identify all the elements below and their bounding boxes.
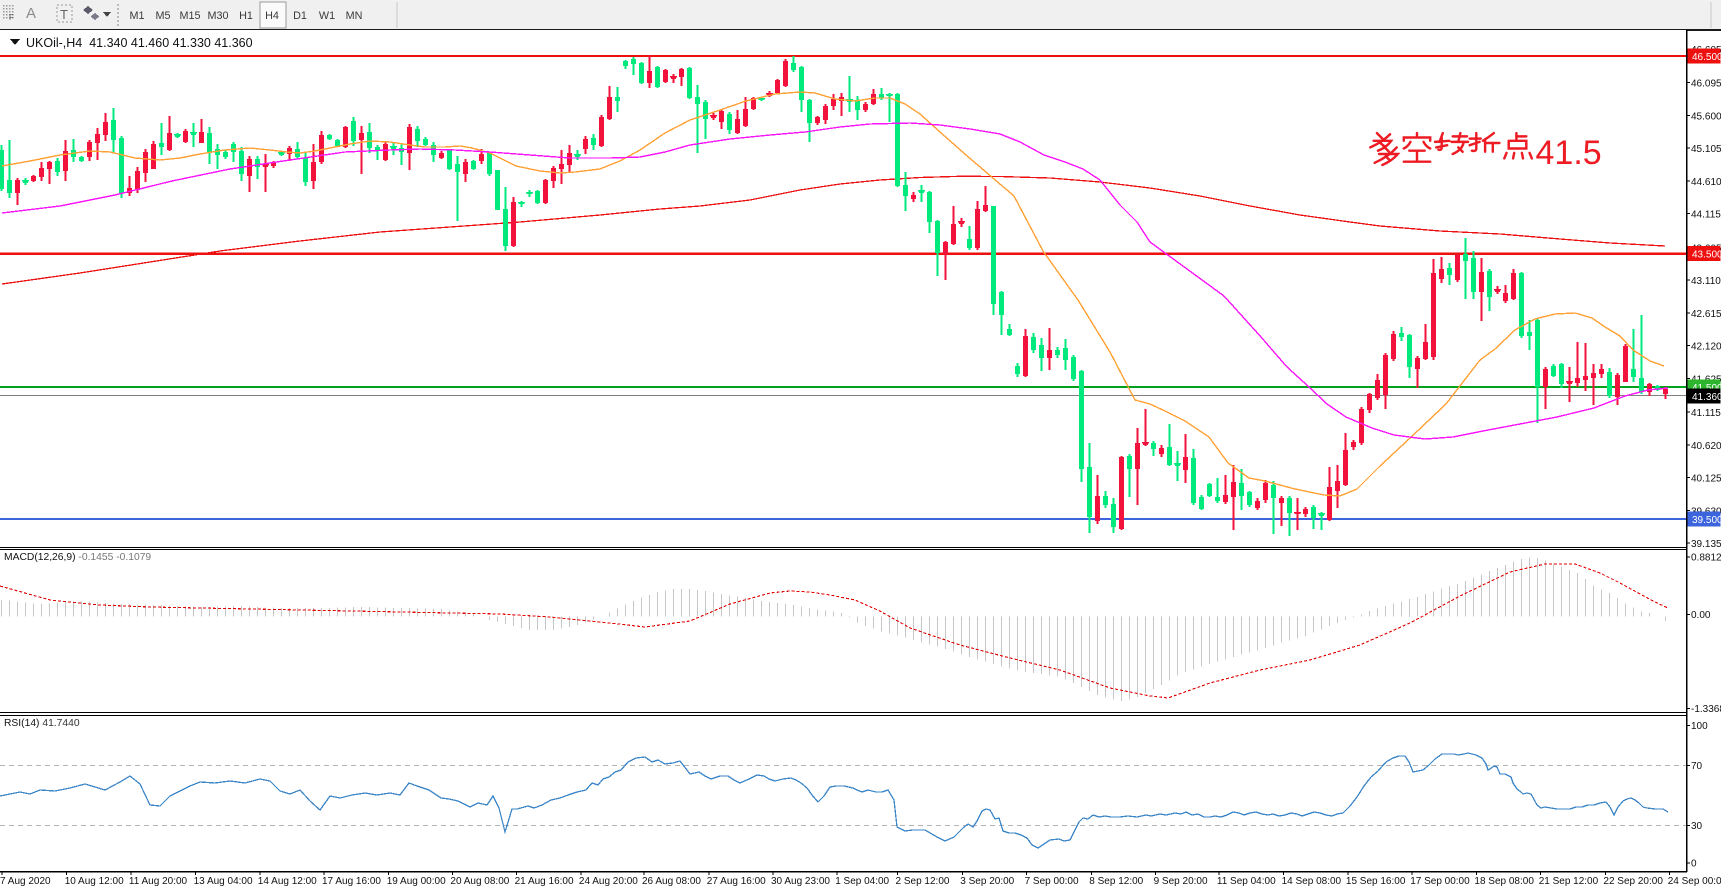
svg-text:45.105: 45.105 [1691,144,1721,155]
svg-text:24 Aug 20:00: 24 Aug 20:00 [579,876,638,887]
svg-text:100: 100 [1691,721,1708,732]
svg-text:A: A [26,5,36,22]
svg-text:11 Sep 04:00: 11 Sep 04:00 [1217,876,1276,887]
svg-text:41.5: 41.5 [1536,134,1602,172]
svg-text:15 Sep 16:00: 15 Sep 16:00 [1346,876,1406,887]
svg-text:30: 30 [1691,821,1703,832]
svg-text:41.115: 41.115 [1691,408,1721,419]
svg-text:D1: D1 [293,10,307,22]
svg-text:H1: H1 [239,10,253,22]
svg-text:14 Aug 12:00: 14 Aug 12:00 [258,876,317,887]
svg-text:F: F [9,13,14,22]
svg-text:42.615: 42.615 [1691,309,1721,320]
svg-text:39.135: 39.135 [1691,539,1721,550]
svg-text:70: 70 [1691,761,1703,772]
svg-text:1 Sep 04:00: 1 Sep 04:00 [835,876,889,887]
svg-text:0: 0 [1691,859,1697,870]
svg-text:7 Sep 00:00: 7 Sep 00:00 [1025,876,1079,887]
svg-text:M1: M1 [130,10,145,22]
svg-text:39.500: 39.500 [1692,515,1721,526]
svg-text:8 Sep 12:00: 8 Sep 12:00 [1089,876,1143,887]
svg-text:13 Aug 04:00: 13 Aug 04:00 [194,876,253,887]
svg-text:18 Sep 08:00: 18 Sep 08:00 [1474,876,1534,887]
svg-text:22 Sep 20:00: 22 Sep 20:00 [1603,876,1663,887]
svg-text:19 Aug 00:00: 19 Aug 00:00 [387,876,446,887]
svg-text:0.00: 0.00 [1691,610,1711,621]
svg-text:T: T [60,7,68,22]
svg-text:45.600: 45.600 [1691,111,1721,122]
svg-text:MACD(12,26,9) -0.1455 -0.1079: MACD(12,26,9) -0.1455 -0.1079 [4,552,151,563]
svg-text:41.360: 41.360 [1692,392,1721,403]
svg-text:26 Aug 08:00: 26 Aug 08:00 [642,876,701,887]
svg-text:3 Sep 20:00: 3 Sep 20:00 [960,876,1014,887]
svg-text:40.620: 40.620 [1691,441,1721,452]
svg-text:UKOil-,H4 41.340 41.460 41.33: UKOil-,H4 41.340 41.460 41.330 41.360 [26,36,253,50]
svg-text:M15: M15 [179,10,200,22]
svg-text:27 Aug 16:00: 27 Aug 16:00 [707,876,766,887]
svg-text:46.095: 46.095 [1691,79,1721,90]
svg-text:24 Sep 00:00: 24 Sep 00:00 [1668,876,1721,887]
svg-text:MN: MN [346,10,363,22]
svg-text:44.115: 44.115 [1691,210,1721,221]
svg-text:9 Sep 20:00: 9 Sep 20:00 [1154,876,1208,887]
svg-text:30 Aug 23:00: 30 Aug 23:00 [771,876,830,887]
svg-text:11 Aug 20:00: 11 Aug 20:00 [129,876,188,887]
svg-text:43.110: 43.110 [1691,276,1721,287]
svg-text:46.500: 46.500 [1692,52,1721,63]
svg-text:17 Sep 00:00: 17 Sep 00:00 [1410,876,1470,887]
svg-text:M30: M30 [207,10,228,22]
svg-text:20 Aug 08:00: 20 Aug 08:00 [450,876,509,887]
svg-text:41.500: 41.500 [1692,383,1721,394]
svg-text:W1: W1 [319,10,335,22]
svg-text:2 Sep 12:00: 2 Sep 12:00 [896,876,950,887]
svg-text:7 Aug 2020: 7 Aug 2020 [0,876,51,887]
svg-text:H4: H4 [265,10,279,22]
svg-text:21 Sep 12:00: 21 Sep 12:00 [1539,876,1599,887]
svg-text:21 Aug 16:00: 21 Aug 16:00 [515,876,574,887]
svg-text:40.125: 40.125 [1691,474,1721,485]
svg-text:44.610: 44.610 [1691,177,1721,188]
svg-text:42.120: 42.120 [1691,342,1721,353]
svg-text:-1.3368: -1.3368 [1691,704,1721,715]
svg-text:10 Aug 12:00: 10 Aug 12:00 [65,876,124,887]
svg-text:43.500: 43.500 [1692,250,1721,261]
svg-text:0.8812: 0.8812 [1691,553,1721,564]
svg-text:M5: M5 [156,10,171,22]
svg-text:RSI(14) 41.7440: RSI(14) 41.7440 [4,718,80,729]
svg-text:17 Aug 16:00: 17 Aug 16:00 [322,876,381,887]
svg-text:14 Sep 08:00: 14 Sep 08:00 [1282,876,1342,887]
